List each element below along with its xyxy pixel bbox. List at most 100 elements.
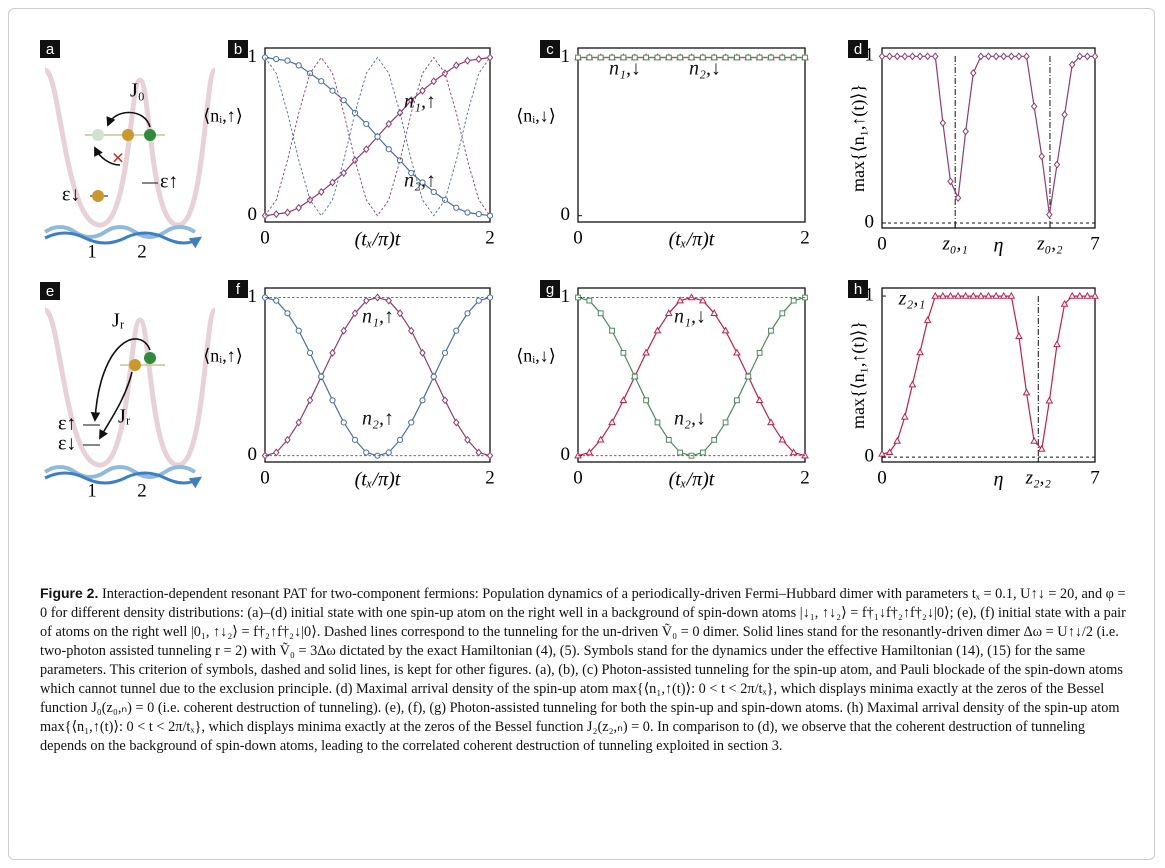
marker	[977, 52, 985, 61]
plot-frame	[881, 287, 1096, 463]
marker	[586, 54, 593, 61]
marker	[885, 448, 894, 456]
curve-label: n₂,↑	[362, 408, 394, 430]
marker	[778, 435, 787, 443]
marker	[1037, 444, 1046, 452]
plot-frame	[577, 287, 806, 463]
site-label: 2	[137, 241, 147, 262]
drive-wave	[44, 471, 202, 489]
y-tick-label: 0	[248, 204, 258, 225]
x-tick-label: 2	[800, 227, 810, 248]
marker	[363, 449, 370, 456]
marker	[575, 54, 581, 61]
atom-ghost	[92, 129, 104, 141]
panel-label: d	[854, 41, 862, 58]
marker	[273, 55, 280, 63]
panel-label-box	[228, 280, 248, 298]
marker	[790, 54, 797, 61]
panel-label-box	[848, 40, 868, 58]
marker	[711, 54, 718, 61]
marker	[351, 309, 359, 318]
figure: a ✕ J₀ ε↓ ε↑ 1 2 e Jᵣ ε↑ Jᵣ ε↓	[40, 40, 1100, 501]
x-tick-label: 0	[573, 467, 583, 488]
marker	[654, 419, 661, 426]
marker	[665, 54, 672, 61]
marker	[962, 127, 969, 136]
marker	[721, 326, 730, 334]
dashed-line	[264, 56, 491, 217]
x-axis-label: η	[994, 235, 1004, 257]
chart: f 0 1 0 2 (tₓ/π)t ⟨nᵢ,↑⟩ n₁,↑ n₂,↑	[203, 280, 495, 491]
marker	[363, 145, 370, 154]
marker	[699, 449, 706, 456]
curve-label: n₁,↑	[404, 91, 436, 113]
marker	[909, 52, 916, 61]
y-axis-label: max{⟨n₁,↑(t)⟩}	[848, 84, 869, 192]
marker	[1075, 291, 1084, 299]
marker	[385, 146, 392, 153]
marker	[597, 310, 604, 317]
marker	[609, 327, 615, 334]
marker	[631, 373, 638, 380]
marker	[768, 327, 774, 334]
x-tick-label: z₀,₂	[1036, 233, 1063, 254]
marker	[1030, 102, 1038, 111]
x-axis-label: (tₓ/π)t	[669, 469, 715, 491]
marker	[453, 418, 460, 427]
marker	[284, 57, 291, 64]
plot-frame	[577, 47, 806, 223]
curve-label: n₁,↓	[609, 58, 641, 80]
marker	[642, 348, 650, 356]
atom	[122, 129, 134, 141]
marker	[284, 208, 291, 217]
marker	[306, 349, 314, 356]
plot-frame	[881, 47, 1096, 229]
marker	[893, 436, 902, 444]
marker	[1022, 388, 1031, 396]
block-cross: ✕	[111, 151, 124, 168]
marker	[631, 54, 638, 61]
marker	[453, 204, 460, 211]
marker	[385, 296, 392, 305]
x-tick-label: 2	[800, 467, 810, 488]
marker	[946, 291, 955, 299]
marker	[755, 396, 764, 404]
marker	[1053, 340, 1061, 348]
marker	[1008, 52, 1015, 61]
marker	[464, 435, 471, 444]
marker	[789, 448, 798, 456]
marker	[687, 293, 696, 301]
x-tick-label: 0	[877, 467, 887, 488]
panel-label: c	[546, 41, 554, 58]
marker	[385, 119, 392, 128]
marker	[1030, 436, 1038, 444]
marker	[396, 309, 404, 318]
chart: h 0 1 0 z₂,₂ 7 η max{⟨n₁,↑(t)⟩} z₂,₁	[848, 280, 1100, 491]
marker	[947, 177, 954, 186]
marker	[318, 78, 325, 85]
marker	[1061, 110, 1068, 119]
marker	[329, 348, 336, 357]
y-tick-label: 1	[248, 46, 258, 67]
marker	[1053, 160, 1061, 169]
figure-frame	[8, 8, 1155, 860]
y-tick-label: 0	[561, 204, 571, 225]
marker	[1007, 291, 1016, 299]
y-axis-label: ⟨nᵢ,↑⟩	[203, 346, 243, 366]
marker	[699, 296, 707, 304]
marker	[939, 291, 947, 299]
marker	[1068, 60, 1076, 69]
coupling-label: J₀	[130, 80, 145, 102]
marker	[1083, 291, 1092, 299]
marker	[1015, 52, 1023, 61]
x-axis-label: (tₓ/π)t	[355, 469, 401, 491]
marker	[688, 54, 695, 61]
marker	[677, 449, 684, 456]
marker	[430, 373, 437, 380]
site-label: 2	[137, 480, 147, 501]
diagram-e: e Jᵣ ε↑ Jᵣ ε↓ 1 2	[40, 282, 218, 501]
marker	[734, 397, 740, 404]
tunnel-arrow	[90, 338, 151, 422]
well-potential	[43, 307, 218, 468]
